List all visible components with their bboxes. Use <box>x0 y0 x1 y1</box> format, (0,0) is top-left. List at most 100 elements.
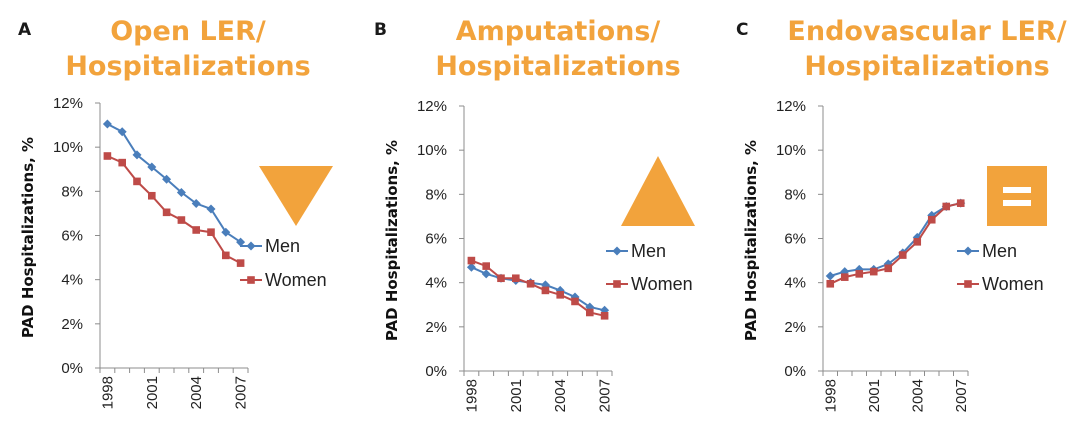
line-chart: 0% 2% 4% 6% 8% 10% 12% 1998 2001 2004 2007 PAD Hosp… <box>19 95 333 409</box>
data-point-women <box>207 228 215 236</box>
equals-icon-box <box>987 166 1047 226</box>
equals-icon <box>987 166 1047 226</box>
y-tick-label: 10% <box>417 142 447 159</box>
y-tick-label: 0% <box>61 360 83 377</box>
legend-item-men: Men <box>606 241 666 261</box>
x-tick-label: 2004 <box>188 376 205 409</box>
data-point-women <box>541 286 550 295</box>
data-point-women <box>482 262 490 270</box>
data-point-women <box>512 274 520 283</box>
chart-title: Open LER/ Hospitalizations <box>58 14 318 84</box>
data-point-women <box>103 152 112 160</box>
data-point-men <box>221 227 231 237</box>
y-tick-label: 8% <box>784 186 806 203</box>
y-axis-label: PAD Hospitalizations, % <box>383 140 401 341</box>
data-point-women <box>526 279 535 288</box>
data-point-men <box>162 174 172 184</box>
x-tick-label: 1998 <box>822 379 839 412</box>
data-point-women <box>467 256 476 265</box>
data-point-women <box>898 251 907 259</box>
y-tick-label: 6% <box>784 231 806 248</box>
legend-label: Women <box>265 270 327 290</box>
data-point-women <box>222 251 230 260</box>
y-tick-label: 4% <box>61 272 83 289</box>
data-point-men <box>147 162 157 172</box>
data-point-women <box>956 199 965 207</box>
legend-swatch-marker <box>612 246 622 256</box>
data-point-women <box>913 238 922 246</box>
y-axis-label: PAD Hospitalizations, % <box>742 140 760 341</box>
legend-item-women: Women <box>606 274 693 294</box>
y-tick-label: 8% <box>61 183 83 200</box>
panel-amputations: B Amputations/ Hospitalizations 0% 2% 4% 6%… <box>364 0 728 444</box>
data-point-women <box>600 311 609 320</box>
legend-item-men: Men <box>957 241 1017 261</box>
data-point-women <box>855 270 864 278</box>
chart-title-line-2: Hospitalizations <box>804 51 1050 82</box>
legend-swatch-marker <box>963 246 973 256</box>
y-tick-label: 12% <box>417 98 447 115</box>
up-triangle-icon <box>621 156 695 226</box>
legend-label: Women <box>631 274 693 294</box>
data-point-men <box>176 187 186 197</box>
y-tick-label: 2% <box>61 316 83 333</box>
x-tick-label: 2004 <box>552 379 569 412</box>
data-point-women <box>133 177 141 186</box>
chart-title: Amputations/ Hospitalizations <box>408 14 708 84</box>
y-tick-label: 4% <box>784 275 806 292</box>
y-tick-label: 10% <box>776 142 806 159</box>
chart-title-line-2: Hospitalizations <box>65 51 311 82</box>
legend-label: Men <box>631 241 666 261</box>
data-point-women <box>118 158 126 167</box>
legend-label: Women <box>982 274 1044 294</box>
data-point-women <box>927 215 936 224</box>
data-point-men <box>825 271 835 281</box>
legend-item-men: Men <box>240 236 300 256</box>
legend-swatch-marker <box>964 280 972 288</box>
data-point-women <box>148 191 156 200</box>
series-line-men <box>830 202 962 277</box>
y-tick-label: 6% <box>61 228 83 245</box>
panel-open-ler: A Open LER/ Hospitalizations 0% 2% 4% 6% 8% 1… <box>0 0 364 444</box>
chart-title: Endovascular LER/ Hospitalizations <box>762 14 1092 84</box>
series-line-women <box>106 155 242 264</box>
data-point-women <box>192 226 200 234</box>
y-tick-label: 6% <box>425 231 447 248</box>
chart-title-line-2: Hospitalizations <box>435 51 681 82</box>
x-tick-label: 2007 <box>233 376 250 409</box>
series-line-men <box>470 266 605 312</box>
data-point-women <box>571 297 579 306</box>
equals-icon-bar <box>1003 187 1031 193</box>
chart-title-line-1: Endovascular LER/ <box>787 16 1067 47</box>
line-chart: 0% 2% 4% 6% 8% 10% 12% 1998 2001 2004 2007 PAD Hosp… <box>383 98 695 412</box>
legend-swatch-marker <box>613 280 621 288</box>
data-point-men <box>132 150 142 160</box>
chart-title-line-1: Open LER/ <box>110 16 266 47</box>
legend-item-women: Women <box>957 274 1044 294</box>
data-point-women <box>497 274 505 283</box>
data-point-men <box>102 119 112 129</box>
data-point-men <box>236 237 246 247</box>
data-point-men <box>466 262 476 272</box>
data-point-men <box>191 198 201 208</box>
data-point-women <box>177 216 186 224</box>
y-tick-label: 4% <box>425 275 447 292</box>
data-point-women <box>884 264 893 273</box>
panel-letter: C <box>736 20 749 40</box>
legend-label: Men <box>982 241 1017 261</box>
chart-title-line-1: Amputations/ <box>455 16 661 47</box>
x-tick-label: 2004 <box>909 379 926 412</box>
legend-label: Men <box>265 236 300 256</box>
x-tick-label: 1998 <box>99 376 116 409</box>
data-point-men <box>117 127 127 137</box>
x-tick-label: 2001 <box>144 376 161 409</box>
x-tick-label: 1998 <box>463 379 480 412</box>
data-point-women <box>236 259 245 267</box>
y-tick-label: 0% <box>784 363 806 380</box>
legend-swatch-marker <box>246 241 256 251</box>
panel-letter: A <box>18 20 32 40</box>
data-point-women <box>869 267 878 276</box>
series-line-women <box>829 202 962 285</box>
data-point-women <box>586 308 594 317</box>
data-point-women <box>556 291 564 299</box>
